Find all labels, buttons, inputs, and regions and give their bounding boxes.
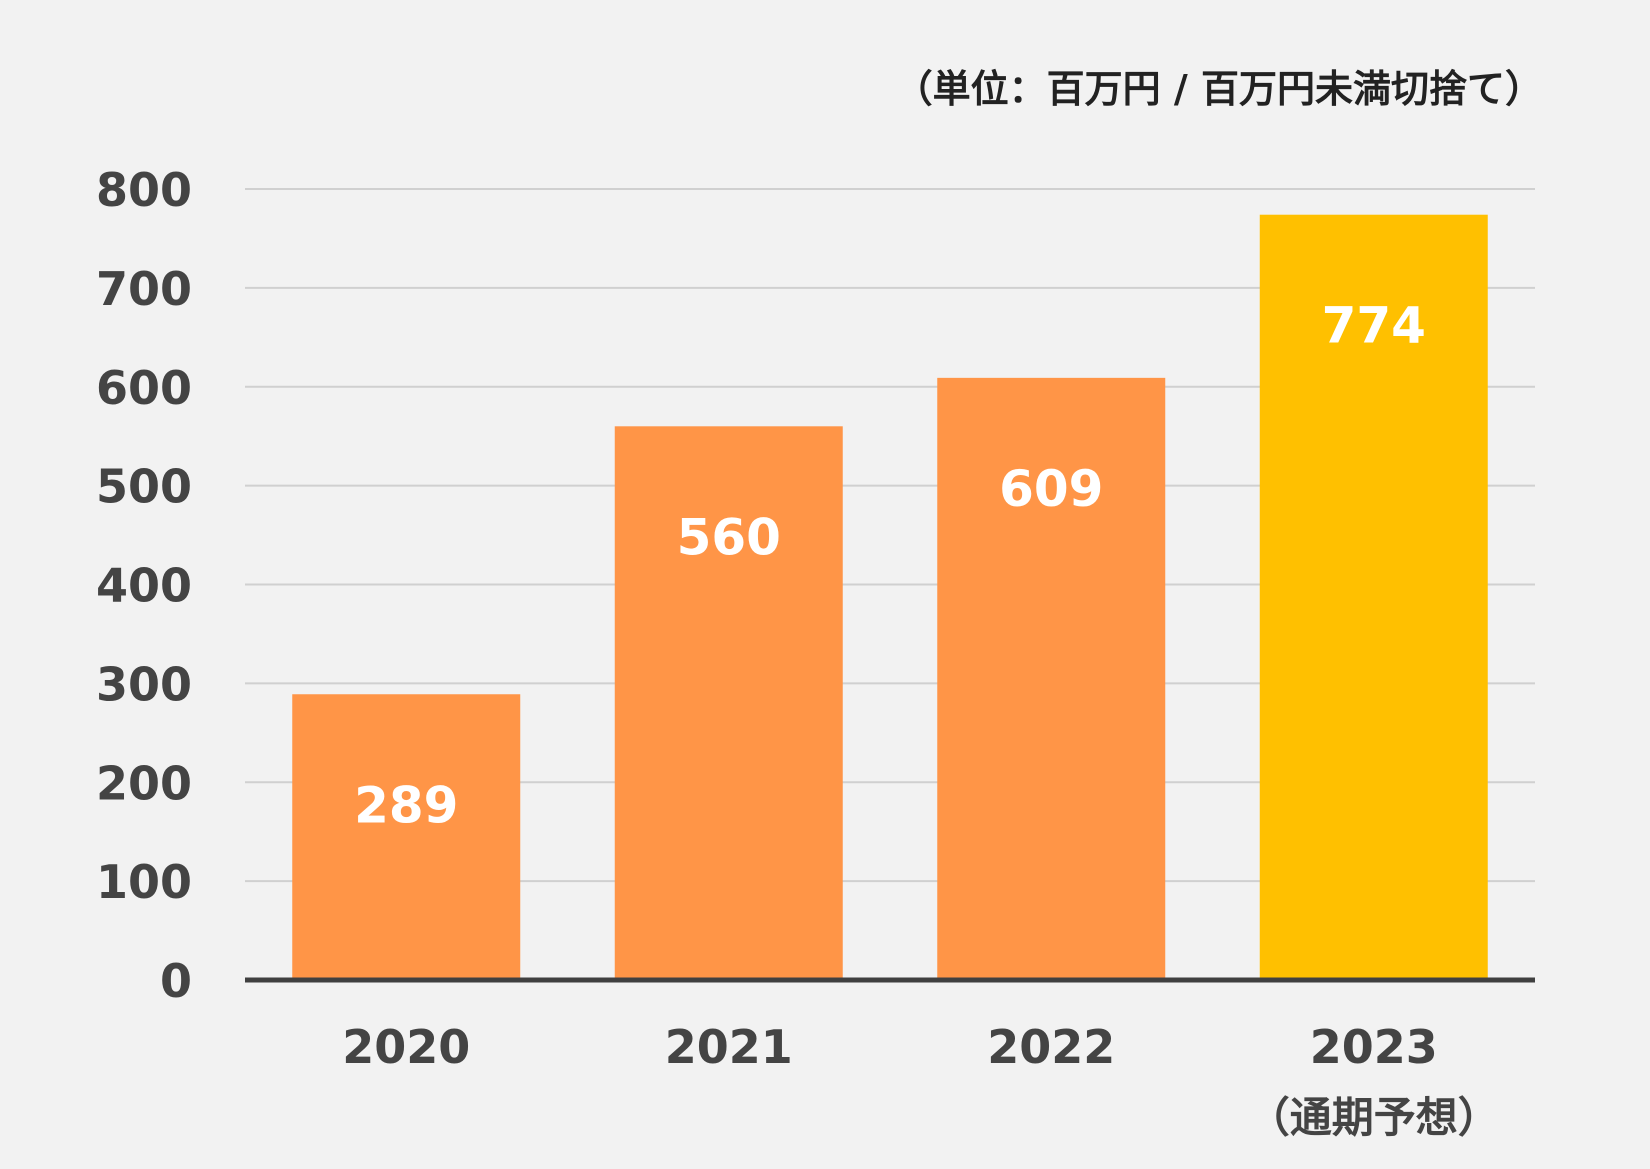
y-tick-label: 700	[96, 262, 192, 316]
unit-note: （単位：百万円 / 百万円未満切捨て）	[894, 67, 1543, 111]
x-category-label: 2022	[987, 1020, 1115, 1074]
bar-2021	[614, 426, 843, 980]
y-tick-label: 400	[96, 559, 192, 613]
y-tick-label: 200	[96, 756, 192, 810]
y-tick-label: 100	[96, 855, 192, 909]
bar-2020	[292, 694, 521, 980]
data-label-2023: 774	[1322, 297, 1426, 355]
y-tick-label: 500	[96, 460, 192, 514]
x-category-label: 2021	[665, 1020, 793, 1074]
bar-2022	[937, 377, 1166, 980]
data-label-2022: 609	[999, 460, 1103, 518]
x-category-label: 2020	[342, 1020, 470, 1074]
y-tick-label: 600	[96, 361, 192, 415]
y-tick-label: 300	[96, 657, 192, 711]
data-label-2020: 289	[354, 776, 458, 834]
y-tick-label: 0	[160, 954, 192, 1008]
x-category-note: （通期予想）	[1248, 1093, 1500, 1142]
bar-2023	[1259, 214, 1488, 980]
y-tick-label: 800	[96, 163, 192, 217]
x-category-label: 2023	[1310, 1020, 1438, 1074]
data-label-2021: 560	[677, 508, 781, 566]
